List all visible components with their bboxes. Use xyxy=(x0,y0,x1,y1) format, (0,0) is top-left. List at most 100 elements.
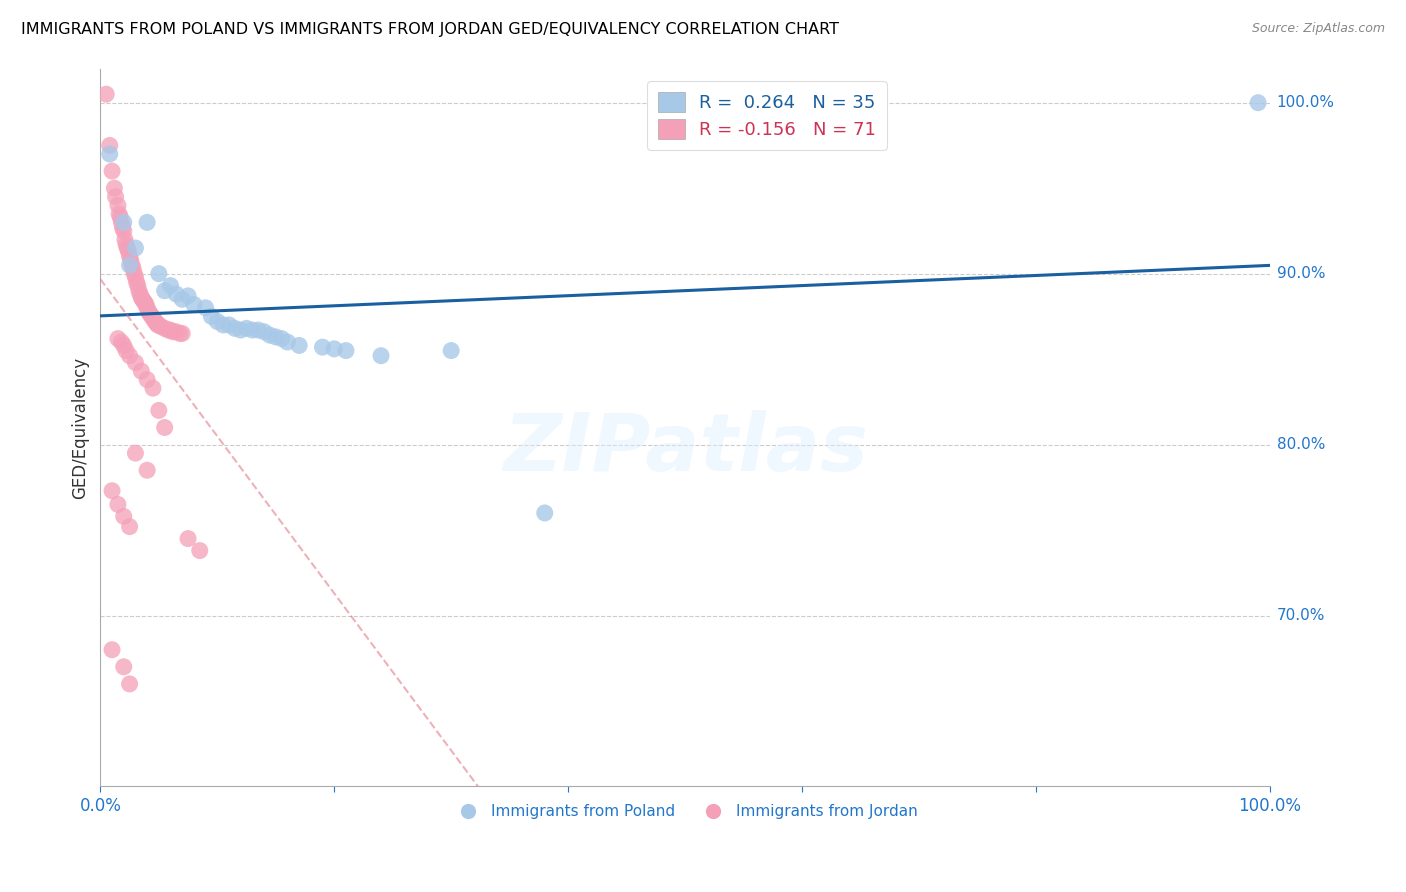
Point xyxy=(183,297,205,311)
Point xyxy=(101,483,124,498)
Point xyxy=(153,284,176,298)
Text: IMMIGRANTS FROM POLAND VS IMMIGRANTS FROM JORDAN GED/EQUIVALENCY CORRELATION CHA: IMMIGRANTS FROM POLAND VS IMMIGRANTS FRO… xyxy=(21,22,839,37)
Point xyxy=(165,287,187,301)
Point xyxy=(112,215,135,229)
Point xyxy=(1247,95,1270,110)
Point xyxy=(259,328,281,343)
Point xyxy=(124,446,146,460)
Point xyxy=(134,295,156,310)
Point xyxy=(143,313,166,327)
Point xyxy=(142,381,165,395)
Point xyxy=(129,291,152,305)
Point xyxy=(112,338,135,352)
Point xyxy=(218,318,240,332)
Point xyxy=(143,314,166,328)
Point xyxy=(98,138,121,153)
Point xyxy=(135,297,157,311)
Legend: Immigrants from Poland, Immigrants from Jordan: Immigrants from Poland, Immigrants from … xyxy=(446,798,924,825)
Point xyxy=(533,506,555,520)
Point xyxy=(212,318,235,332)
Point xyxy=(165,325,187,339)
Point xyxy=(141,310,163,324)
Point xyxy=(264,330,287,344)
Point xyxy=(110,211,132,225)
Point xyxy=(194,301,217,315)
Point xyxy=(110,334,132,349)
Point xyxy=(169,326,191,341)
Point xyxy=(153,420,176,434)
Point xyxy=(115,237,138,252)
Point xyxy=(323,342,346,356)
Point xyxy=(127,278,149,293)
Point xyxy=(120,252,142,267)
Point xyxy=(148,267,170,281)
Point xyxy=(118,258,141,272)
Point xyxy=(138,306,160,320)
Point xyxy=(276,334,298,349)
Text: 80.0%: 80.0% xyxy=(1277,437,1324,452)
Point xyxy=(98,147,121,161)
Point xyxy=(253,325,276,339)
Point xyxy=(101,642,124,657)
Point xyxy=(136,215,159,229)
Point xyxy=(288,338,311,352)
Point xyxy=(162,325,184,339)
Y-axis label: GED/Equivalency: GED/Equivalency xyxy=(72,357,89,499)
Point xyxy=(124,241,146,255)
Point xyxy=(124,270,146,285)
Text: 100.0%: 100.0% xyxy=(1277,95,1334,111)
Point xyxy=(96,87,118,102)
Point xyxy=(117,244,139,259)
Point xyxy=(132,293,155,308)
Point xyxy=(122,267,145,281)
Point xyxy=(224,321,246,335)
Point xyxy=(207,314,229,328)
Text: Source: ZipAtlas.com: Source: ZipAtlas.com xyxy=(1251,22,1385,36)
Point xyxy=(200,310,222,324)
Point xyxy=(108,207,131,221)
Point xyxy=(117,241,139,255)
Point xyxy=(121,258,143,272)
Point xyxy=(157,323,180,337)
Point xyxy=(111,220,134,235)
Point xyxy=(107,497,129,511)
Point xyxy=(136,463,159,477)
Point xyxy=(101,164,124,178)
Point xyxy=(118,519,141,533)
Point xyxy=(150,319,173,334)
Point xyxy=(129,364,152,378)
Point xyxy=(124,355,146,369)
Point xyxy=(229,323,252,337)
Point xyxy=(136,373,159,387)
Point xyxy=(145,316,167,330)
Point xyxy=(110,215,132,229)
Point xyxy=(118,349,141,363)
Point xyxy=(311,340,333,354)
Point xyxy=(115,343,138,358)
Point xyxy=(335,343,357,358)
Point xyxy=(242,323,264,337)
Point xyxy=(122,261,145,276)
Point xyxy=(125,275,148,289)
Text: ZIPatlas: ZIPatlas xyxy=(502,410,868,488)
Point xyxy=(146,318,169,332)
Point xyxy=(131,293,153,307)
Point xyxy=(112,509,135,524)
Point xyxy=(118,250,141,264)
Point xyxy=(107,198,129,212)
Point xyxy=(136,304,159,318)
Point xyxy=(104,190,127,204)
Point xyxy=(440,343,463,358)
Point xyxy=(128,284,150,298)
Point xyxy=(112,660,135,674)
Text: 70.0%: 70.0% xyxy=(1277,608,1324,623)
Point xyxy=(235,321,257,335)
Point xyxy=(103,181,125,195)
Point xyxy=(188,543,211,558)
Point xyxy=(148,318,170,332)
Point xyxy=(370,349,392,363)
Point xyxy=(159,278,181,293)
Point xyxy=(107,332,129,346)
Point xyxy=(172,326,194,341)
Point xyxy=(112,224,135,238)
